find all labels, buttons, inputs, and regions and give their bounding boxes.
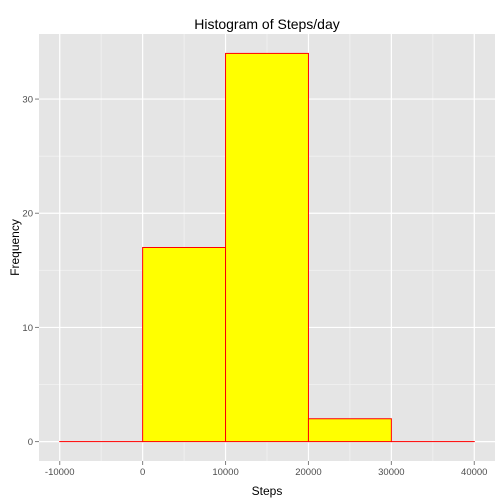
- y-tick-label: 0: [28, 437, 33, 448]
- y-axis-title: Frequency: [8, 219, 22, 276]
- x-tick-label: 0: [140, 467, 145, 478]
- x-tick-label: 10000: [212, 467, 238, 478]
- x-axis-title: Steps: [252, 484, 283, 498]
- x-tick-label: 30000: [378, 467, 404, 478]
- histogram-bar: [142, 247, 227, 443]
- y-tick-label: 30: [22, 95, 33, 106]
- y-tick-label: 10: [22, 323, 33, 334]
- histogram-bar: [307, 418, 392, 443]
- x-tick-label: 20000: [295, 467, 321, 478]
- chart-title: Histogram of Steps/day: [194, 16, 340, 32]
- x-tick-label: -10000: [45, 467, 75, 478]
- histogram-bar: [225, 52, 309, 443]
- x-tick-label: 40000: [461, 467, 487, 478]
- x-axis-ticks: -10000 0 10000 20000 30000 40000: [45, 461, 487, 478]
- histogram-bars: [59, 52, 475, 443]
- y-tick-label: 20: [22, 209, 33, 220]
- y-axis-ticks: 0 10 20 30: [22, 95, 39, 448]
